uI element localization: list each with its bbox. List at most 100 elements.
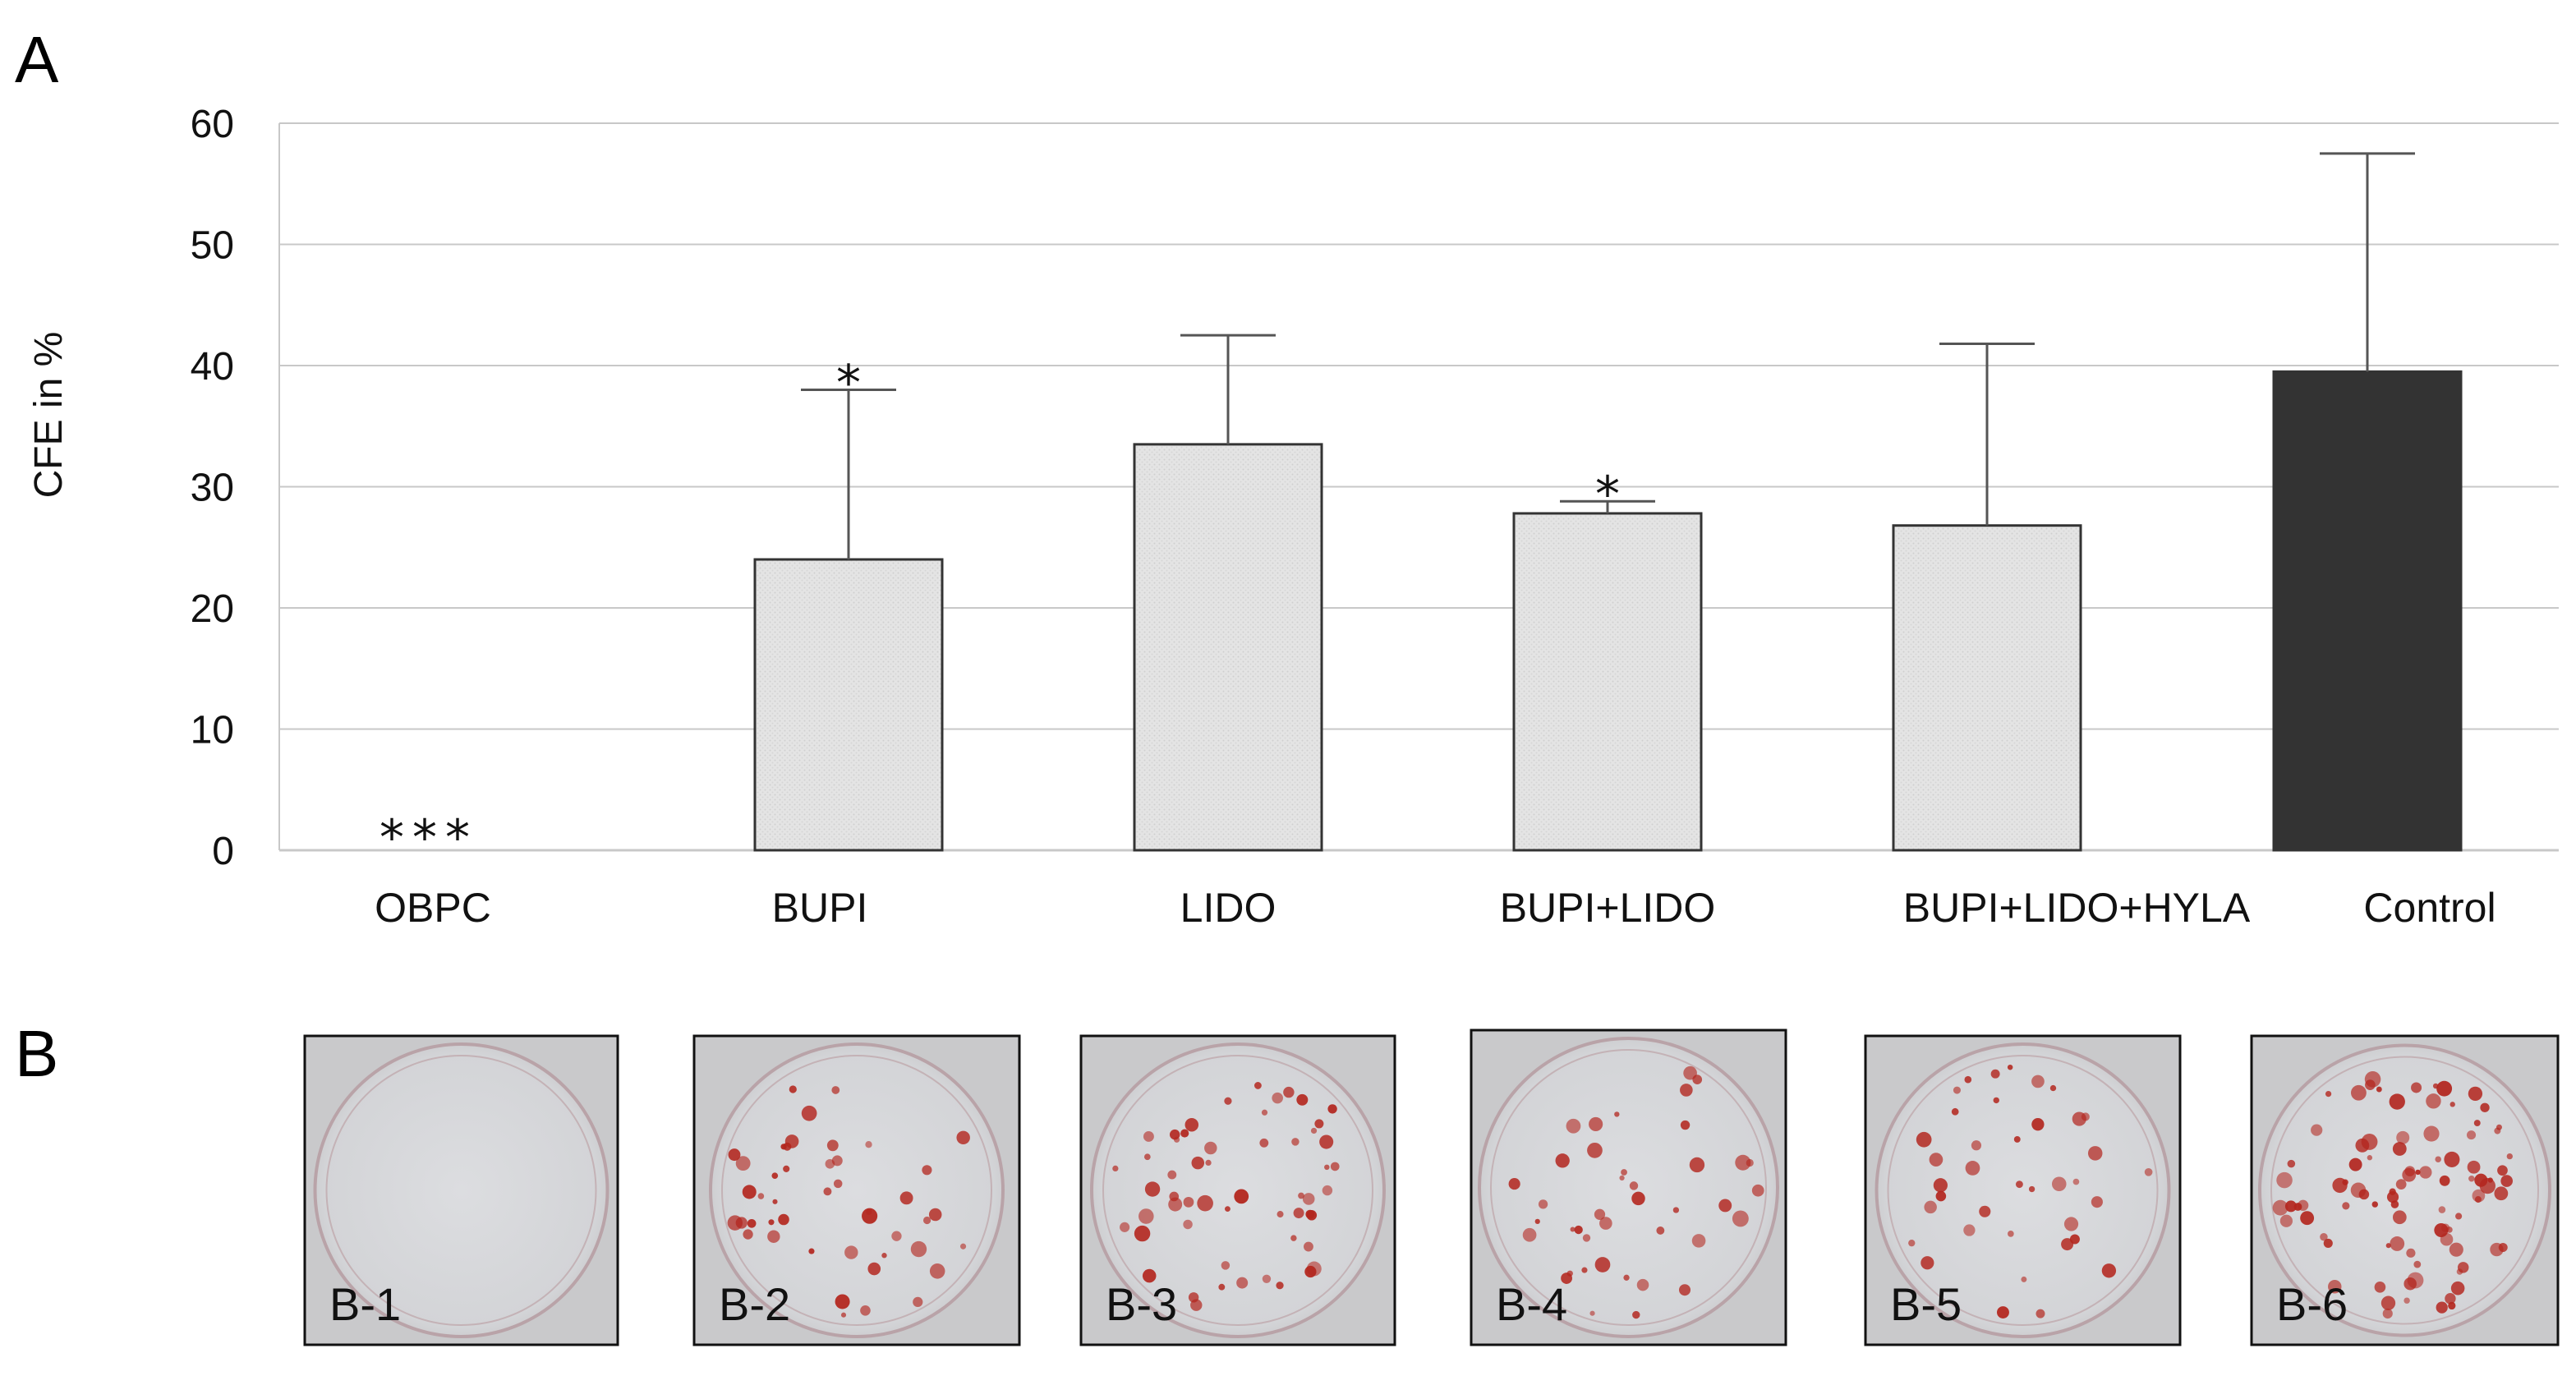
colony: [1144, 1181, 1161, 1197]
colony: [2063, 1217, 2079, 1231]
colony: [1197, 1194, 1213, 1212]
petri-dish: [1874, 1042, 2171, 1338]
plate-label: B-4: [1496, 1278, 1567, 1330]
category-label: BUPI+LIDO+HYLA: [1903, 885, 2251, 931]
colony: [1680, 1120, 1690, 1130]
colony: [2407, 1272, 2424, 1289]
colony: [2091, 1196, 2103, 1208]
colony: [899, 1191, 913, 1205]
category-label: LIDO: [1180, 885, 1276, 931]
colony: [2144, 1167, 2153, 1176]
colony: [929, 1263, 945, 1279]
colony: [1997, 1306, 2009, 1318]
colony: [2419, 1166, 2432, 1179]
colony: [2450, 1281, 2465, 1295]
colony: [1574, 1225, 1583, 1235]
colony: [928, 1208, 942, 1222]
colony: [2385, 1243, 2391, 1249]
panel-b-letter: B: [15, 1017, 58, 1090]
colony: [2328, 1280, 2342, 1294]
colony: [2395, 1179, 2407, 1190]
colony: [2413, 1260, 2422, 1268]
colony: [1143, 1153, 1151, 1161]
colony: [1656, 1226, 1665, 1235]
colony: [1167, 1170, 1177, 1180]
colony: [1935, 1190, 1947, 1202]
colony: [1692, 1075, 1703, 1084]
colony: [862, 1208, 878, 1224]
colony: [2380, 1295, 2396, 1310]
colony: [747, 1218, 757, 1228]
plate-4: B-4: [1470, 1029, 1787, 1346]
colony: [1623, 1274, 1630, 1281]
colony: [767, 1230, 780, 1243]
colony: [2506, 1153, 2513, 1160]
colony: [2487, 1177, 2493, 1183]
colony: [1582, 1234, 1591, 1242]
colony: [2444, 1151, 2460, 1167]
colony: [2396, 1130, 2410, 1144]
colony: [844, 1245, 858, 1259]
colony: [1272, 1092, 1283, 1104]
colony: [840, 1312, 847, 1318]
colony: [1680, 1084, 1693, 1097]
plate-label: B-2: [719, 1278, 790, 1330]
colony: [2284, 1200, 2297, 1213]
colony: [2008, 1231, 2014, 1237]
colony: [1599, 1217, 1612, 1230]
y-tick-label: 60: [191, 103, 234, 146]
colony: [1319, 1134, 1334, 1149]
colony: [2446, 1226, 2453, 1233]
colony: [833, 1179, 843, 1189]
colony: [1735, 1154, 1751, 1171]
colony: [1191, 1156, 1205, 1170]
colony: [2450, 1102, 2455, 1107]
colony: [2402, 1167, 2417, 1182]
colony: [2392, 1142, 2407, 1156]
category-label: BUPI: [772, 885, 868, 931]
colony: [2371, 1201, 2378, 1208]
colony: [2389, 1188, 2396, 1195]
panel-a-letter: A: [15, 23, 59, 96]
colony: [1929, 1153, 1944, 1167]
colony: [1924, 1200, 1937, 1214]
colony: [1920, 1256, 1934, 1270]
colony: [1570, 1226, 1576, 1232]
colony: [2015, 1180, 2023, 1189]
colony: [1971, 1140, 1982, 1151]
colony: [2287, 1159, 2296, 1168]
colony: [1304, 1265, 1317, 1278]
colony: [780, 1144, 787, 1150]
colony: [2389, 1093, 2405, 1110]
colony: [1330, 1162, 1340, 1171]
colony: [1691, 1234, 1706, 1248]
colony: [1324, 1164, 1330, 1171]
colony: [783, 1165, 790, 1172]
colony: [959, 1243, 967, 1249]
y-tick-label: 40: [191, 345, 234, 389]
colony: [2455, 1213, 2463, 1220]
colony: [1561, 1272, 1573, 1284]
colony: [2311, 1124, 2323, 1136]
colony: [826, 1139, 839, 1152]
colony: [1979, 1205, 1991, 1217]
petri-dish-rim: [721, 1055, 992, 1326]
colony: [2404, 1297, 2410, 1304]
colony: [1683, 1065, 1697, 1080]
petri-dish-rim: [2270, 1056, 2539, 1325]
petri-dish: [1478, 1037, 1779, 1338]
colony: [1589, 1116, 1603, 1132]
colony: [866, 1208, 872, 1215]
colony: [2411, 1082, 2422, 1093]
colony: [1990, 1069, 2000, 1079]
colony: [835, 1294, 850, 1309]
bar-lido: [1133, 443, 1323, 852]
colony: [2473, 1120, 2481, 1127]
colony: [865, 1141, 872, 1148]
colony: [2367, 1155, 2373, 1161]
colony: [2348, 1157, 2362, 1171]
bar-bupi-lido-hyla: [1892, 524, 2082, 852]
colony: [1183, 1196, 1194, 1208]
colony: [891, 1231, 902, 1241]
